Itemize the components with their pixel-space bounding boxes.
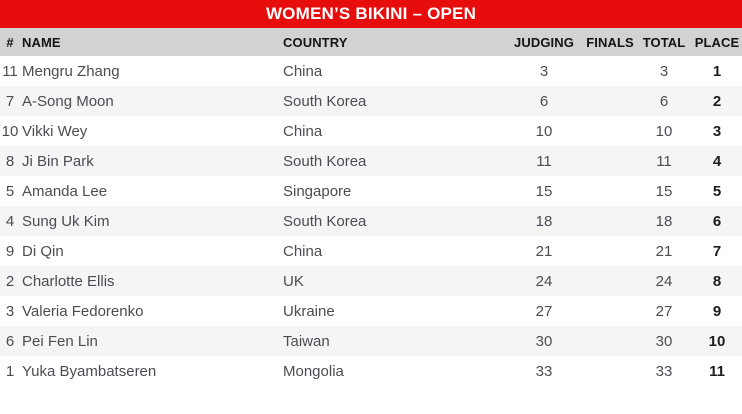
- cell-total: 10: [655, 122, 673, 140]
- column-header-name: NAME: [22, 34, 61, 50]
- cell-country: China: [283, 122, 323, 140]
- table-row: 9 Di Qin China 21 21 7: [0, 236, 742, 266]
- cell-judging: 27: [535, 302, 553, 320]
- cell-place: 7: [712, 242, 722, 260]
- cell-place: 8: [712, 272, 722, 290]
- cell-total: 21: [655, 242, 673, 260]
- cell-country: South Korea: [283, 152, 367, 170]
- cell-total: 33: [655, 362, 673, 380]
- cell-number: 1: [5, 362, 15, 380]
- table-row: 2 Charlotte Ellis UK 24 24 8: [0, 266, 742, 296]
- cell-name: Mengru Zhang: [22, 62, 120, 80]
- cell-place: 4: [712, 152, 722, 170]
- cell-number: 4: [5, 212, 15, 230]
- cell-judging: 10: [535, 122, 553, 140]
- cell-number: 5: [5, 182, 15, 200]
- table-row: 8 Ji Bin Park South Korea 11 11 4: [0, 146, 742, 176]
- cell-number: 11: [2, 62, 18, 80]
- cell-number: 3: [5, 302, 15, 320]
- cell-judging: 3: [539, 62, 549, 80]
- cell-place: 10: [708, 332, 726, 350]
- column-header-total: TOTAL: [642, 34, 686, 50]
- cell-name: Valeria Fedorenko: [22, 302, 144, 320]
- cell-country: Ukraine: [283, 302, 335, 320]
- cell-country: Mongolia: [283, 362, 344, 380]
- column-header-judging: JUDGING: [514, 34, 574, 50]
- cell-judging: 15: [535, 182, 553, 200]
- cell-place: 1: [712, 62, 722, 80]
- category-banner: WOMEN’S BIKINI – OPEN: [0, 0, 742, 28]
- cell-total: 15: [655, 182, 673, 200]
- cell-country: South Korea: [283, 92, 367, 110]
- cell-judging: 11: [536, 152, 552, 170]
- table-row: 1 Yuka Byambatseren Mongolia 33 33 11: [0, 356, 742, 386]
- cell-name: Pei Fen Lin: [22, 332, 98, 350]
- cell-place: 5: [712, 182, 722, 200]
- category-title: WOMEN’S BIKINI – OPEN: [265, 4, 477, 23]
- cell-name: Amanda Lee: [22, 182, 108, 200]
- cell-place: 6: [712, 212, 722, 230]
- cell-total: 6: [659, 92, 669, 110]
- cell-number: 10: [1, 122, 19, 140]
- cell-number: 6: [5, 332, 15, 350]
- cell-judging: 33: [535, 362, 553, 380]
- cell-country: China: [283, 242, 323, 260]
- cell-place: 2: [712, 92, 722, 110]
- cell-total: 11: [656, 152, 672, 170]
- table-header-row: # NAME COUNTRY JUDGING FINALS TOTAL PLAC…: [0, 28, 742, 56]
- cell-judging: 6: [539, 92, 549, 110]
- table-row: 10 Vikki Wey China 10 10 3: [0, 116, 742, 146]
- cell-judging: 24: [535, 272, 553, 290]
- table-row: 4 Sung Uk Kim South Korea 18 18 6: [0, 206, 742, 236]
- cell-name: A-Song Moon: [22, 92, 114, 110]
- cell-total: 18: [655, 212, 673, 230]
- cell-total: 30: [655, 332, 673, 350]
- table-row: 5 Amanda Lee Singapore 15 15 5: [0, 176, 742, 206]
- cell-place: 9: [712, 302, 722, 320]
- cell-number: 8: [5, 152, 15, 170]
- cell-name: Charlotte Ellis: [22, 272, 115, 290]
- table-row: 7 A-Song Moon South Korea 6 6 2: [0, 86, 742, 116]
- cell-judging: 21: [535, 242, 553, 260]
- cell-name: Vikki Wey: [22, 122, 88, 140]
- column-header-number: #: [6, 34, 14, 50]
- cell-total: 27: [655, 302, 673, 320]
- cell-country: Singapore: [283, 182, 352, 200]
- cell-number: 7: [5, 92, 15, 110]
- table-row: 3 Valeria Fedorenko Ukraine 27 27 9: [0, 296, 742, 326]
- cell-judging: 30: [535, 332, 553, 350]
- cell-number: 9: [5, 242, 15, 260]
- cell-total: 24: [655, 272, 673, 290]
- cell-name: Di Qin: [22, 242, 64, 260]
- cell-number: 2: [5, 272, 15, 290]
- cell-name: Ji Bin Park: [22, 152, 94, 170]
- cell-name: Yuka Byambatseren: [22, 362, 157, 380]
- column-header-place: PLACE: [694, 34, 740, 50]
- cell-judging: 18: [535, 212, 553, 230]
- column-header-finals: FINALS: [586, 34, 634, 50]
- cell-total: 3: [659, 62, 669, 80]
- cell-country: South Korea: [283, 212, 367, 230]
- cell-country: China: [283, 62, 323, 80]
- table-row: 6 Pei Fen Lin Taiwan 30 30 10: [0, 326, 742, 356]
- cell-country: Taiwan: [283, 332, 330, 350]
- table-body: 11 Mengru Zhang China 3 3 1 7 A-Song Moo…: [0, 56, 742, 386]
- cell-place: 11: [709, 362, 725, 380]
- column-header-country: COUNTRY: [283, 34, 348, 50]
- cell-place: 3: [712, 122, 722, 140]
- cell-country: UK: [283, 272, 304, 290]
- cell-name: Sung Uk Kim: [22, 212, 110, 230]
- table-row: 11 Mengru Zhang China 3 3 1: [0, 56, 742, 86]
